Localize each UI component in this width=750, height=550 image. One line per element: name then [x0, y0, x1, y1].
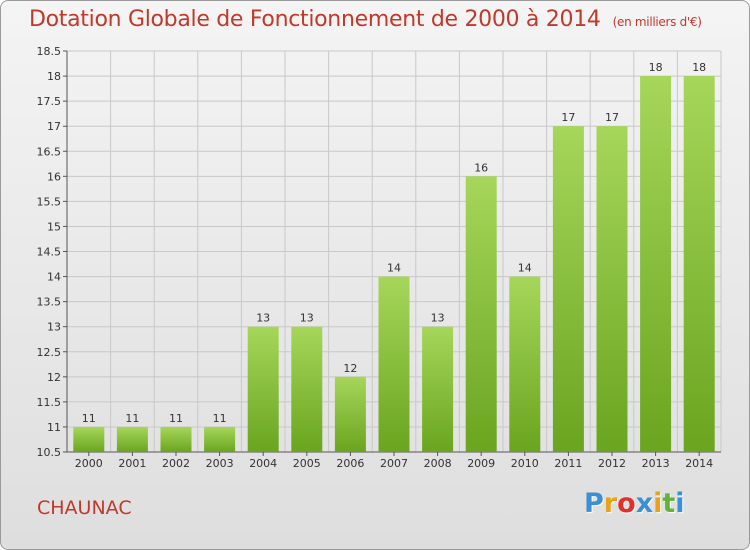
bar: [640, 76, 672, 452]
bar-value-label: 17: [561, 111, 575, 124]
y-tick-label: 14: [47, 271, 61, 284]
x-tick-label: 2006: [336, 457, 364, 470]
x-tick-label: 2001: [118, 457, 146, 470]
y-tick-label: 12: [47, 371, 61, 384]
bar-value-label: 16: [474, 161, 488, 174]
y-tick-label: 16: [47, 170, 61, 183]
y-tick-label: 14.5: [37, 246, 62, 259]
commune-name: CHAUNAC: [37, 497, 132, 519]
x-tick-label: 2011: [554, 457, 582, 470]
bar-value-label: 13: [431, 312, 445, 325]
proxiti-logo[interactable]: Proxiti: [584, 488, 685, 519]
y-tick-label: 12.5: [37, 346, 62, 359]
bar-value-label: 18: [649, 61, 663, 74]
bar: [247, 326, 279, 452]
y-tick-label: 10.5: [37, 446, 62, 459]
logo-letter: i: [675, 488, 685, 519]
y-tick-label: 17: [47, 120, 61, 133]
y-tick-label: 17.5: [37, 95, 62, 108]
y-tick-label: 13: [47, 321, 61, 334]
x-tick-label: 2013: [642, 457, 670, 470]
bar-value-label: 18: [692, 61, 706, 74]
bar: [509, 276, 541, 452]
bar: [334, 376, 366, 452]
logo-letter: o: [617, 488, 636, 519]
bar: [73, 426, 105, 452]
bar-value-label: 11: [125, 412, 139, 425]
bar-value-label: 11: [82, 412, 96, 425]
logo-letter: P: [584, 488, 604, 519]
bar-value-label: 14: [518, 262, 532, 275]
bar: [116, 426, 148, 452]
bar: [291, 326, 323, 452]
bar-value-label: 13: [256, 312, 270, 325]
bar: [465, 176, 497, 452]
bar-value-label: 11: [213, 412, 227, 425]
logo-letter: t: [662, 488, 676, 519]
title-text: Dotation Globale de Fonctionnement de 20…: [29, 7, 601, 32]
bar: [683, 76, 715, 452]
bar-value-label: 11: [169, 412, 183, 425]
bar-value-label: 14: [387, 262, 401, 275]
x-tick-label: 2000: [75, 457, 103, 470]
logo-letter: r: [603, 488, 618, 519]
y-tick-label: 16.5: [37, 145, 62, 158]
x-tick-label: 2004: [249, 457, 277, 470]
x-tick-label: 2010: [511, 457, 539, 470]
bar-value-label: 17: [605, 111, 619, 124]
x-tick-label: 2009: [467, 457, 495, 470]
x-tick-label: 2014: [685, 457, 713, 470]
chart-title: Dotation Globale de Fonctionnement de 20…: [29, 7, 702, 32]
x-tick-label: 2008: [424, 457, 452, 470]
x-tick-label: 2005: [293, 457, 321, 470]
y-tick-label: 18.5: [37, 45, 62, 58]
bar: [160, 426, 192, 452]
bar-value-label: 13: [300, 312, 314, 325]
y-tick-label: 11.5: [37, 396, 62, 409]
unit-label: (en milliers d'€): [612, 15, 702, 29]
bar-value-label: 12: [343, 362, 357, 375]
x-tick-label: 2003: [206, 457, 234, 470]
y-tick-label: 13.5: [37, 296, 62, 309]
bar: [596, 126, 628, 452]
bars: [73, 76, 715, 452]
y-tick-label: 15: [47, 220, 61, 233]
logo-letter: i: [653, 488, 663, 519]
y-tick-label: 15.5: [37, 195, 62, 208]
x-tick-label: 2002: [162, 457, 190, 470]
x-tick-label: 2007: [380, 457, 408, 470]
x-tick-label: 2012: [598, 457, 626, 470]
y-tick-label: 11: [47, 421, 61, 434]
bar: [378, 276, 410, 452]
y-tick-label: 18: [47, 70, 61, 83]
bar: [204, 426, 236, 452]
logo-letter: x: [635, 488, 654, 519]
labels: 10.5 11 11.5 12 12.5 13 13.5 14 14.5 15 15.5 16 16.5…: [37, 45, 714, 470]
bar: [552, 126, 584, 452]
bar: [422, 326, 454, 452]
